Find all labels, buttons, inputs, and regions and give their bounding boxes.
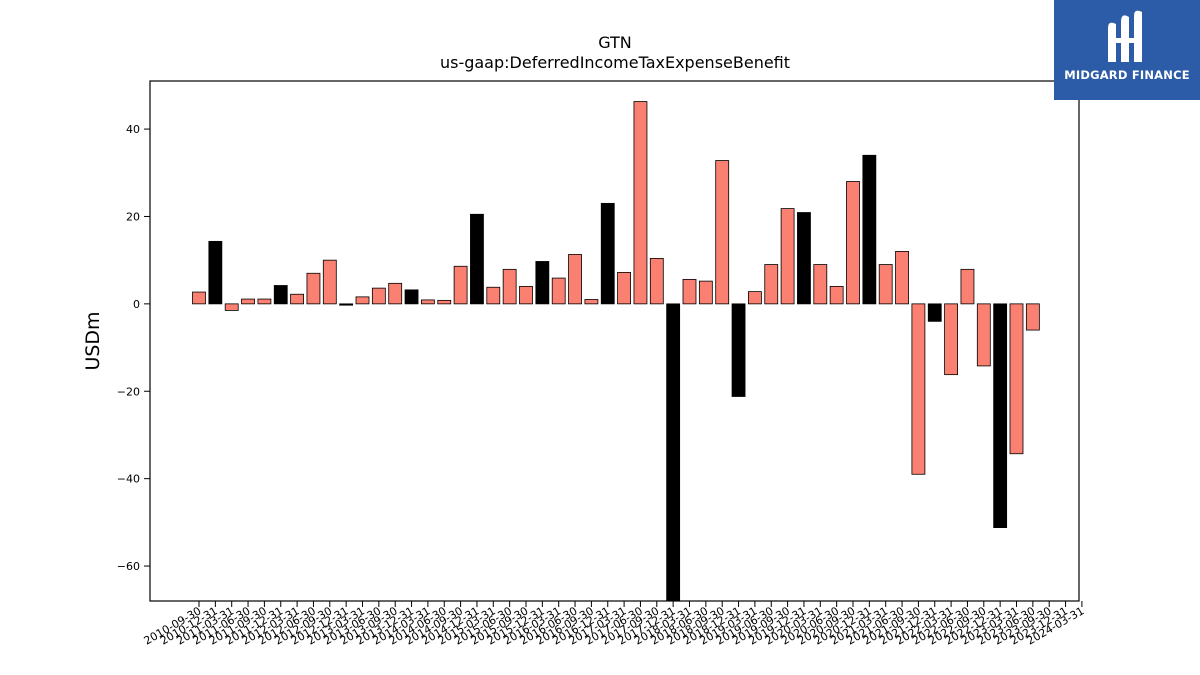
bar	[568, 254, 582, 305]
logo-text: MIDGARD FINANCE	[1064, 68, 1190, 82]
bar	[748, 291, 762, 305]
bar	[519, 285, 533, 305]
bar	[633, 101, 648, 305]
bar	[551, 277, 566, 305]
bar	[780, 208, 795, 305]
y-tick-label: 20	[126, 210, 140, 223]
bar	[944, 303, 958, 376]
y-axis-ticks: −60 −40 −20 0 20 40	[117, 123, 150, 573]
bars-group	[192, 101, 1040, 602]
bar	[241, 298, 255, 305]
bar	[322, 259, 337, 305]
bar	[911, 303, 926, 475]
bar	[666, 303, 681, 602]
y-tick-label: −20	[117, 385, 140, 398]
bar	[927, 303, 942, 322]
bar	[829, 285, 844, 305]
chart-subtitle: us-gaap:DeferredIncomeTaxExpenseBenefit	[440, 53, 790, 72]
bar	[682, 278, 697, 305]
bar	[224, 303, 239, 311]
bar	[878, 264, 893, 305]
bar	[698, 280, 713, 305]
bar	[453, 265, 468, 305]
bar	[976, 303, 991, 367]
bar	[306, 272, 321, 305]
bar	[404, 289, 419, 305]
bar	[731, 303, 746, 397]
bar	[388, 282, 403, 305]
bar	[1025, 303, 1040, 331]
bar	[895, 251, 909, 305]
bar	[290, 293, 305, 305]
bar	[649, 258, 664, 305]
bar	[420, 299, 435, 305]
x-axis-ticks: 2010-09-302010-12-312011-03-312011-06-30…	[142, 601, 1086, 648]
midgard-logo-icon	[1108, 10, 1142, 63]
bar	[339, 303, 354, 306]
y-tick-label: 0	[133, 298, 140, 311]
bar	[257, 298, 272, 305]
brand-logo: MIDGARD FINANCE	[1054, 0, 1200, 100]
bar	[715, 160, 730, 305]
bar	[764, 264, 779, 305]
bar	[535, 261, 550, 305]
bar	[437, 299, 452, 305]
y-tick-label: 40	[126, 123, 140, 136]
bar	[600, 202, 615, 305]
chart-title: GTN	[598, 33, 632, 52]
y-tick-label: −60	[117, 560, 140, 573]
y-axis-label: USDm	[82, 311, 104, 370]
y-tick-label: −40	[117, 473, 140, 486]
plot-frame	[149, 80, 1080, 602]
bar	[813, 264, 828, 305]
bar	[502, 268, 517, 305]
bar	[846, 181, 860, 305]
bar	[208, 240, 223, 305]
bar	[355, 296, 370, 305]
bar	[797, 212, 811, 305]
bar	[470, 213, 484, 305]
bar	[584, 299, 599, 305]
bar	[1009, 303, 1024, 455]
bar	[486, 286, 501, 305]
bar	[960, 268, 975, 305]
bar	[192, 291, 206, 305]
bar	[993, 303, 1008, 528]
bar	[371, 287, 386, 305]
bar	[273, 285, 288, 305]
bar	[862, 154, 877, 305]
bar	[617, 271, 631, 305]
